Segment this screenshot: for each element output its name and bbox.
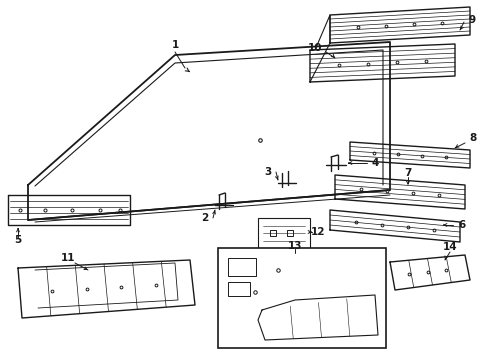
Text: 9: 9 [468, 15, 475, 25]
Text: 10: 10 [307, 43, 322, 53]
Text: 4: 4 [370, 158, 378, 168]
Text: 5: 5 [14, 235, 21, 245]
Text: 6: 6 [457, 220, 465, 230]
Text: 7: 7 [404, 168, 411, 178]
Text: 2: 2 [201, 213, 208, 223]
Bar [218, 248, 385, 348]
Bar [258, 218, 309, 248]
Text: 13: 13 [287, 241, 302, 251]
Text: 11: 11 [61, 253, 75, 263]
Text: 1: 1 [171, 40, 178, 50]
Text: 8: 8 [468, 133, 476, 143]
Text: 3: 3 [264, 167, 271, 177]
Bar [227, 258, 256, 276]
Bar [227, 282, 249, 296]
Text: 14: 14 [442, 242, 456, 252]
Text: 12: 12 [310, 227, 325, 237]
